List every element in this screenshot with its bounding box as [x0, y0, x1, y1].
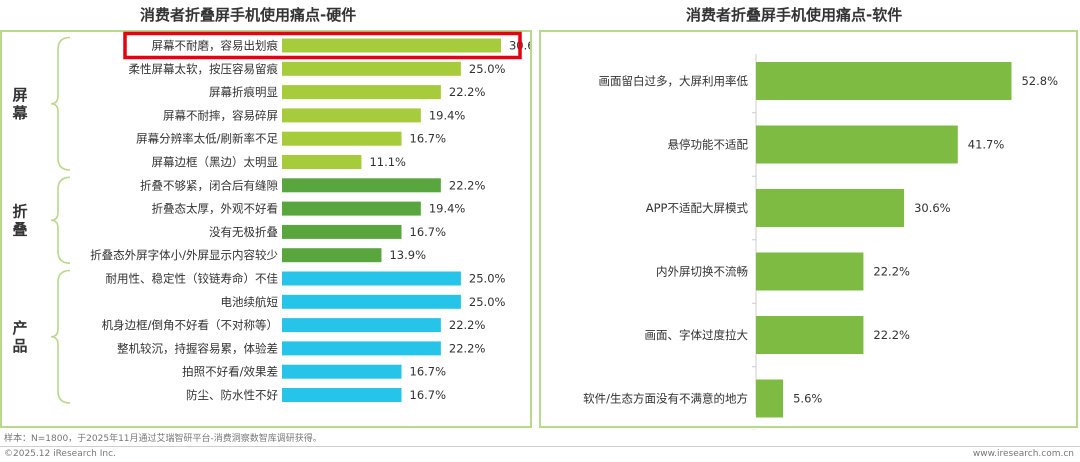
hardware-bar [282, 108, 421, 123]
software-bar [756, 252, 864, 291]
software-category-label: 悬停功能不适配 [668, 138, 749, 152]
group-bracket [50, 36, 71, 171]
hardware-value-label: 16.7% [410, 132, 447, 146]
software-category-label: APP不适配大屏模式 [646, 201, 749, 215]
hardware-bar [282, 178, 441, 193]
hardware-bar [282, 61, 461, 76]
hardware-bar [282, 318, 441, 333]
hardware-bar [282, 271, 461, 286]
software-bar [756, 379, 784, 418]
group-label: 产品 [12, 319, 27, 355]
hardware-bar [282, 248, 382, 263]
hardware-bar [282, 155, 362, 169]
hardware-category-label: 拍照不好看/效果差 [182, 365, 278, 379]
hardware-value-label: 22.2% [449, 178, 486, 192]
hardware-bar [282, 201, 421, 216]
software-category-label: 软件/生态方面没有不满意的地方 [583, 392, 748, 406]
hardware-category-label: 折叠态太厚，外观不好看 [152, 202, 279, 216]
hardware-bar [282, 388, 402, 402]
hardware-bar [282, 364, 402, 379]
software-bar [756, 316, 864, 354]
hardware-chart: 屏幕不耐磨，容易出划痕30.6%柔性屏幕太软，按压容易留痕25.0%屏幕折痕明显… [11, 31, 530, 404]
highlight-box [123, 31, 522, 60]
software-category-label: 内外屏切换不流畅 [656, 265, 748, 279]
hardware-value-label: 11.1% [369, 155, 406, 169]
software-category-label: 画面留白过多，大屏利用率低 [599, 74, 749, 88]
hardware-category-label: 柔性屏幕太软，按压容易留痕 [129, 62, 279, 76]
hardware-category-label: 屏幕折痕明显 [209, 85, 278, 99]
hardware-category-label: 机身边框/倒角不好看（不对称等） [102, 318, 278, 332]
hardware-category-label: 没有无极折叠 [209, 225, 278, 239]
software-value-label: 22.2% [873, 265, 910, 279]
hardware-category-label: 屏幕边框（黑边）太明显 [152, 155, 279, 169]
hardware-value-label: 16.7% [410, 225, 447, 239]
hardware-value-label: 22.2% [449, 85, 486, 99]
hardware-value-label: 16.7% [410, 365, 447, 379]
hardware-category-label: 整机较沉，持握容易累，体验差 [117, 341, 278, 355]
website[interactable]: www.iresearch.com.cn [972, 449, 1074, 459]
footer-divider [0, 446, 1080, 447]
hardware-category-label: 电池续航短 [221, 295, 279, 309]
hardware-chart-panel [0, 30, 532, 428]
group-label: 折叠 [12, 202, 27, 238]
hardware-category-label: 折叠态外屏字体小/外屏显示内容较少 [90, 248, 278, 262]
software-value-label: 52.8% [1021, 74, 1058, 88]
hardware-bar [282, 85, 441, 100]
hardware-bar [282, 224, 402, 239]
sample-note: 样本：N=1800，于2025年11月通过艾瑞智研平台-消费洞察数智库调研获得。 [4, 434, 322, 444]
software-value-label: 41.7% [968, 138, 1005, 152]
hardware-category-label: 屏幕不耐摔，容易碎屏 [163, 108, 278, 122]
software-chart-title: 消费者折叠屏手机使用痛点-软件 [686, 6, 903, 24]
hardware-bar [282, 341, 441, 356]
group-bracket [50, 176, 71, 264]
software-bar [756, 189, 905, 227]
hardware-category-label: 耐用性、稳定性（铰链寿命）不佳 [106, 272, 279, 286]
software-value-label: 5.6% [793, 392, 822, 406]
hardware-chart-title: 消费者折叠屏手机使用痛点-硬件 [140, 6, 357, 24]
hardware-value-label: 13.9% [389, 248, 426, 262]
hardware-value-label: 22.2% [449, 318, 486, 332]
hardware-category-label: 折叠不够紧，闭合后有缝隙 [140, 178, 278, 192]
group-bracket [50, 269, 71, 404]
hardware-category-label: 屏幕分辨率太低/刷新率不足 [136, 132, 278, 146]
hardware-bar [282, 294, 461, 309]
hardware-value-label: 25.0% [469, 272, 506, 286]
software-category-label: 画面、字体过度拉大 [645, 328, 749, 342]
software-chart: 画面留白过多，大屏利用率低 52.8% 悬停功能不适配 41.7% APP不适配大屏模式… [583, 54, 1058, 430]
software-bar [756, 62, 1012, 100]
hardware-value-label: 16.7% [410, 388, 447, 402]
hardware-value-label: 25.0% [469, 295, 506, 309]
hardware-value-label: 19.4% [429, 108, 466, 122]
hardware-value-label: 22.2% [449, 341, 486, 355]
hardware-category-label: 防尘、防水性不好 [186, 388, 278, 402]
hardware-bar [282, 38, 501, 53]
hardware-bar [282, 131, 402, 146]
hardware-value-label: 25.0% [469, 62, 506, 76]
software-value-label: 30.6% [914, 201, 951, 215]
hardware-category-label: 屏幕不耐磨，容易出划痕 [152, 39, 279, 53]
software-value-label: 22.2% [873, 328, 910, 342]
group-label: 屏幕 [11, 86, 28, 122]
copyright: ©2025.12 iResearch Inc. [4, 449, 116, 459]
hardware-value-label: 19.4% [429, 202, 466, 216]
software-bar [756, 125, 958, 164]
